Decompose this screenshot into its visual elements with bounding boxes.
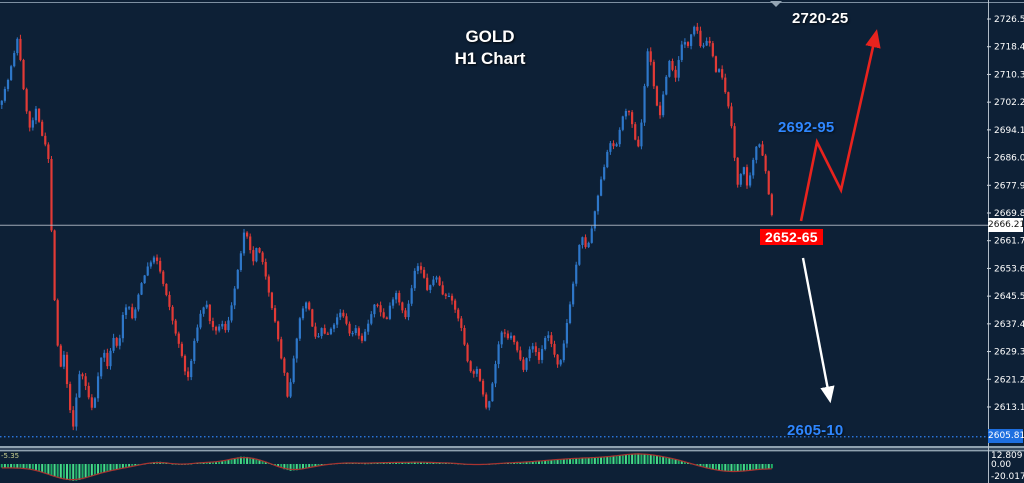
indicator-signal-line <box>1 453 772 481</box>
indicator-value-label: -5.35 <box>1 452 20 460</box>
chart-title: GOLD H1 Chart <box>400 26 580 70</box>
price-axis-label: 2653.60 <box>994 264 1024 274</box>
price-axis-label: 2621.20 <box>994 375 1024 385</box>
price-axis-label: 2637.40 <box>994 320 1024 330</box>
price-axis-label: 2718.40 <box>994 43 1024 53</box>
support-price-tag: 2605.81 <box>988 429 1024 443</box>
chart-title-symbol: GOLD <box>465 27 515 46</box>
price-axis-label: 2661.70 <box>994 237 1024 247</box>
annotation-support-2605-10[interactable]: 2605-10 <box>787 422 844 439</box>
price-axis: 2726.50 2718.40 2710.30 2702.20 2694.10 2686.… <box>987 15 1024 413</box>
projection-arrows[interactable] <box>799 29 881 404</box>
annotation-resistance-2692-95[interactable]: 2692-95 <box>778 119 835 136</box>
price-axis-label: 2629.30 <box>994 348 1024 358</box>
annotation-target-2720-25[interactable]: 2720-25 <box>792 10 849 27</box>
indicator-zero-label: 0.00 <box>991 460 1012 470</box>
annotation-entry-zone-2652-65[interactable]: 2652-65 <box>760 229 823 245</box>
price-axis-label: 2677.90 <box>994 181 1024 191</box>
price-axis-label: 2694.10 <box>994 126 1024 136</box>
indicator-min-label: -20.017 <box>991 472 1024 482</box>
red-projection-arrow[interactable] <box>799 29 881 222</box>
price-axis-label: 2686.00 <box>994 154 1024 164</box>
current-price-tag: 2666.21 <box>988 218 1024 232</box>
price-axis-label: 2645.50 <box>994 292 1024 302</box>
indicator-max-label: 12.809 <box>991 451 1023 461</box>
white-projection-arrow[interactable] <box>801 257 835 404</box>
chart-title-timeframe: H1 Chart <box>454 49 526 68</box>
price-axis-label: 2613.10 <box>994 403 1024 413</box>
candlestick-series <box>0 22 773 431</box>
price-axis-label: 2669.80 <box>994 209 1024 219</box>
indicator-histogram <box>0 453 773 481</box>
price-axis-label: 2726.50 <box>994 15 1024 25</box>
price-axis-label: 2702.20 <box>994 98 1024 108</box>
price-axis-label: 2710.30 <box>994 70 1024 80</box>
price-level-lines <box>0 224 988 438</box>
